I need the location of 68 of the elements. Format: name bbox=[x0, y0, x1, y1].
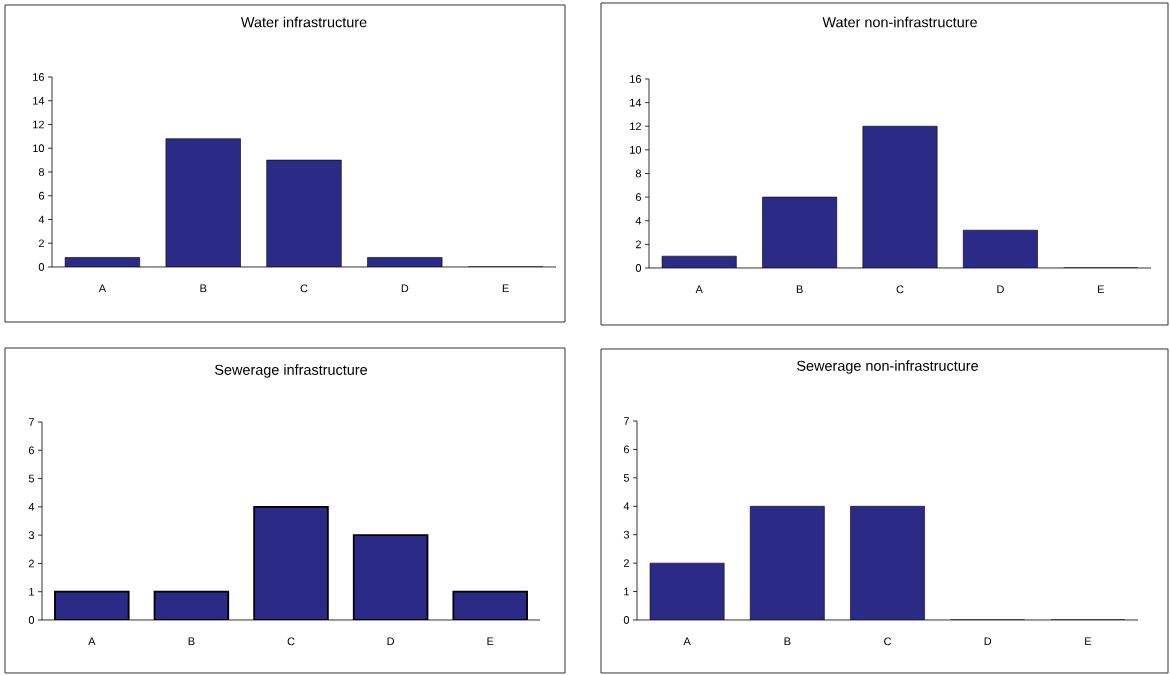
y-tick-label: 10 bbox=[33, 144, 45, 153]
y-tick-label: 7 bbox=[623, 417, 629, 425]
x-tick-label: A bbox=[88, 637, 96, 646]
y-tick-label: 0 bbox=[635, 264, 642, 272]
y-tick-label: 2 bbox=[28, 559, 34, 568]
y-tick-label: 6 bbox=[635, 193, 642, 201]
x-tick-label: C bbox=[896, 285, 904, 294]
y-tick-label: 1 bbox=[29, 587, 34, 596]
bar bbox=[153, 590, 230, 620]
x-tick-label: E bbox=[502, 284, 509, 293]
bar bbox=[165, 138, 241, 267]
y-tick-label: 8 bbox=[38, 168, 44, 176]
x-tick-label: B bbox=[188, 637, 195, 646]
y-tick-label: 16 bbox=[630, 75, 641, 83]
y-tick-label: 4 bbox=[623, 502, 630, 511]
bar bbox=[352, 534, 429, 620]
y-tick-label: 0 bbox=[623, 616, 630, 624]
chart-title: Sewerage non-infrastructure bbox=[797, 360, 978, 374]
x-tick-label: A bbox=[683, 637, 691, 646]
x-tick-label: D bbox=[997, 285, 1004, 294]
x-tick-label: B bbox=[200, 284, 207, 293]
y-tick-label: 6 bbox=[28, 446, 35, 455]
y-tick-label: 5 bbox=[28, 474, 35, 483]
y-tick-label: 12 bbox=[33, 120, 44, 129]
chart-title: Sewerage infrastructure bbox=[214, 364, 368, 378]
x-tick-label: B bbox=[784, 637, 791, 646]
y-tick-label: 4 bbox=[28, 503, 35, 511]
x-tick-label: C bbox=[884, 637, 892, 646]
chart-title: Water infrastructure bbox=[240, 16, 367, 28]
y-tick-label: 6 bbox=[38, 191, 44, 200]
y-tick-label: 4 bbox=[635, 216, 642, 225]
y-tick-label: 7 bbox=[28, 418, 34, 426]
x-tick-label: D bbox=[387, 637, 395, 646]
x-tick-label: E bbox=[1098, 285, 1104, 294]
y-tick-label: 14 bbox=[630, 98, 642, 107]
y-tick-label: 2 bbox=[38, 239, 44, 248]
bar bbox=[452, 590, 528, 620]
y-tick-label: 4 bbox=[38, 215, 45, 224]
x-tick-label: D bbox=[984, 637, 992, 646]
x-tick-label: E bbox=[487, 637, 494, 646]
y-tick-label: 10 bbox=[630, 145, 642, 154]
x-tick-label: E bbox=[1085, 637, 1092, 646]
y-tick-label: 2 bbox=[635, 240, 641, 249]
y-tick-label: 0 bbox=[38, 263, 45, 271]
x-tick-label: C bbox=[287, 637, 295, 646]
y-tick-label: 0 bbox=[28, 616, 35, 624]
y-tick-label: 16 bbox=[33, 73, 44, 81]
x-tick-label: A bbox=[695, 285, 703, 294]
x-tick-label: C bbox=[300, 284, 308, 293]
y-tick-label: 5 bbox=[623, 474, 630, 482]
bar bbox=[962, 229, 1038, 268]
y-tick-label: 14 bbox=[33, 96, 45, 105]
y-tick-label: 3 bbox=[623, 530, 630, 539]
x-tick-label: A bbox=[98, 284, 107, 293]
bar bbox=[862, 125, 938, 268]
chart-title: Water non-infrastructure bbox=[822, 16, 977, 28]
y-tick-label: 3 bbox=[28, 531, 35, 540]
y-tick-label: 2 bbox=[623, 559, 629, 567]
x-tick-label: D bbox=[401, 284, 409, 293]
bar bbox=[54, 590, 130, 620]
y-tick-label: 12 bbox=[630, 122, 641, 131]
bar bbox=[266, 159, 342, 267]
y-tick-label: 8 bbox=[635, 169, 642, 178]
bar bbox=[762, 196, 838, 268]
x-tick-label: B bbox=[796, 285, 803, 294]
bar bbox=[253, 505, 329, 620]
y-tick-label: 6 bbox=[623, 445, 630, 454]
y-tick-label: 1 bbox=[624, 587, 629, 596]
